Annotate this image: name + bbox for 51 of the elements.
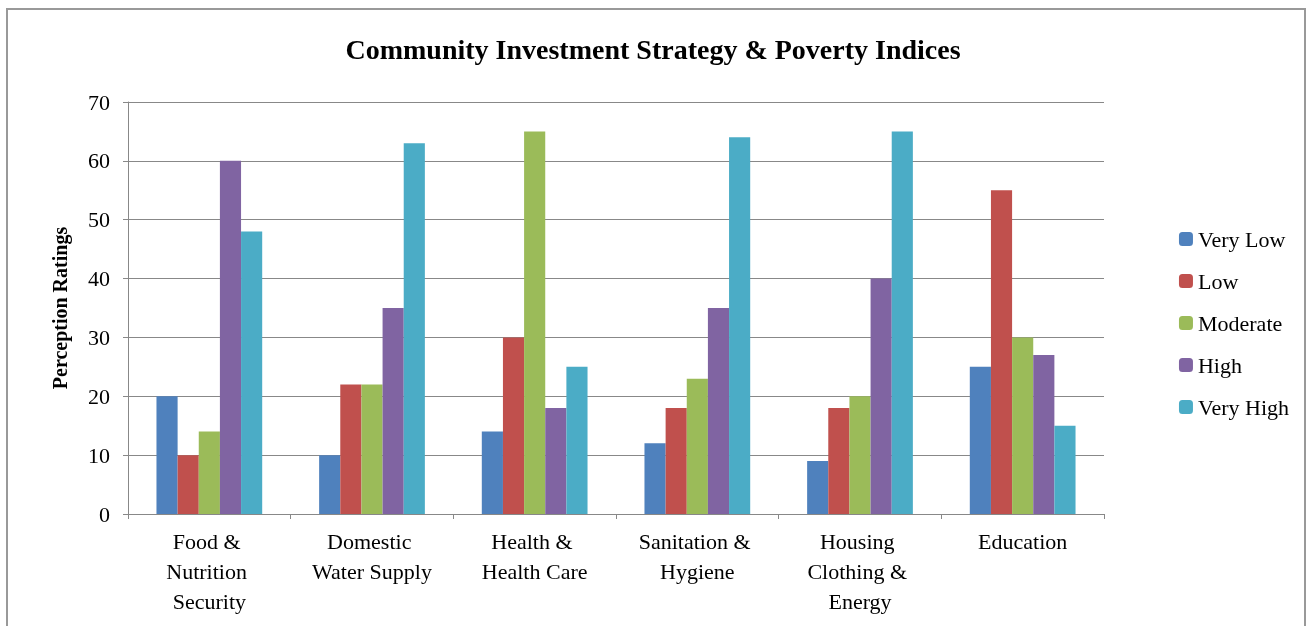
- bar: [340, 384, 362, 514]
- legend-label: Very Low: [1197, 226, 1286, 252]
- x-tick-label: Education: [978, 528, 1068, 554]
- y-axis-title: Perception Ratings: [49, 226, 72, 390]
- bar: [502, 337, 525, 514]
- bar: [361, 384, 383, 514]
- bar: [849, 396, 871, 514]
- y-tick-label: 60: [88, 148, 110, 174]
- legend-label: Low: [1197, 268, 1239, 294]
- bar: [198, 431, 220, 514]
- x-tick-label: Sanitation & Hygiene: [638, 528, 756, 584]
- bar: [177, 455, 199, 514]
- bar: [870, 278, 892, 514]
- x-tick-label: Housing Clothing & Energy: [807, 528, 913, 614]
- y-tick-label: 50: [88, 207, 110, 233]
- bar: [891, 131, 913, 514]
- bar: [403, 143, 425, 514]
- chart-title: Community Investment Strategy & Poverty Indices: [345, 33, 961, 65]
- x-tick-label: Food & Nutrition Security: [166, 528, 253, 614]
- legend-label: Moderate: [1197, 310, 1283, 336]
- bar: [1012, 337, 1034, 514]
- bar: [969, 366, 991, 514]
- bar: [828, 408, 850, 514]
- bar: [524, 131, 546, 514]
- x-tick-label: Domestic Water Supply: [312, 528, 432, 584]
- bar: [644, 443, 666, 514]
- bar: [1054, 425, 1076, 514]
- x-tick-label: Health & Health Care: [481, 528, 588, 584]
- bar: [707, 308, 730, 514]
- bar: [1033, 355, 1055, 514]
- bar: [241, 231, 263, 514]
- y-tick-label: 10: [88, 442, 110, 468]
- legend-label: High: [1197, 352, 1242, 378]
- bar: [807, 461, 829, 514]
- y-tick-label: 20: [88, 383, 110, 409]
- bar: [686, 378, 708, 514]
- bar: [156, 396, 178, 514]
- bar: [566, 366, 588, 514]
- bar: [382, 308, 404, 514]
- y-tick-label: 0: [99, 501, 110, 527]
- bar: [219, 160, 242, 514]
- bar: [729, 137, 751, 514]
- y-tick-label: 40: [88, 266, 110, 292]
- bar: [990, 190, 1013, 514]
- bar: [545, 408, 567, 514]
- bar: [481, 431, 503, 514]
- bar: [665, 408, 687, 514]
- legend-label: Very High: [1197, 394, 1290, 420]
- bar: [319, 455, 341, 514]
- y-tick-label: 30: [88, 324, 110, 350]
- y-tick-label: 70: [88, 89, 110, 115]
